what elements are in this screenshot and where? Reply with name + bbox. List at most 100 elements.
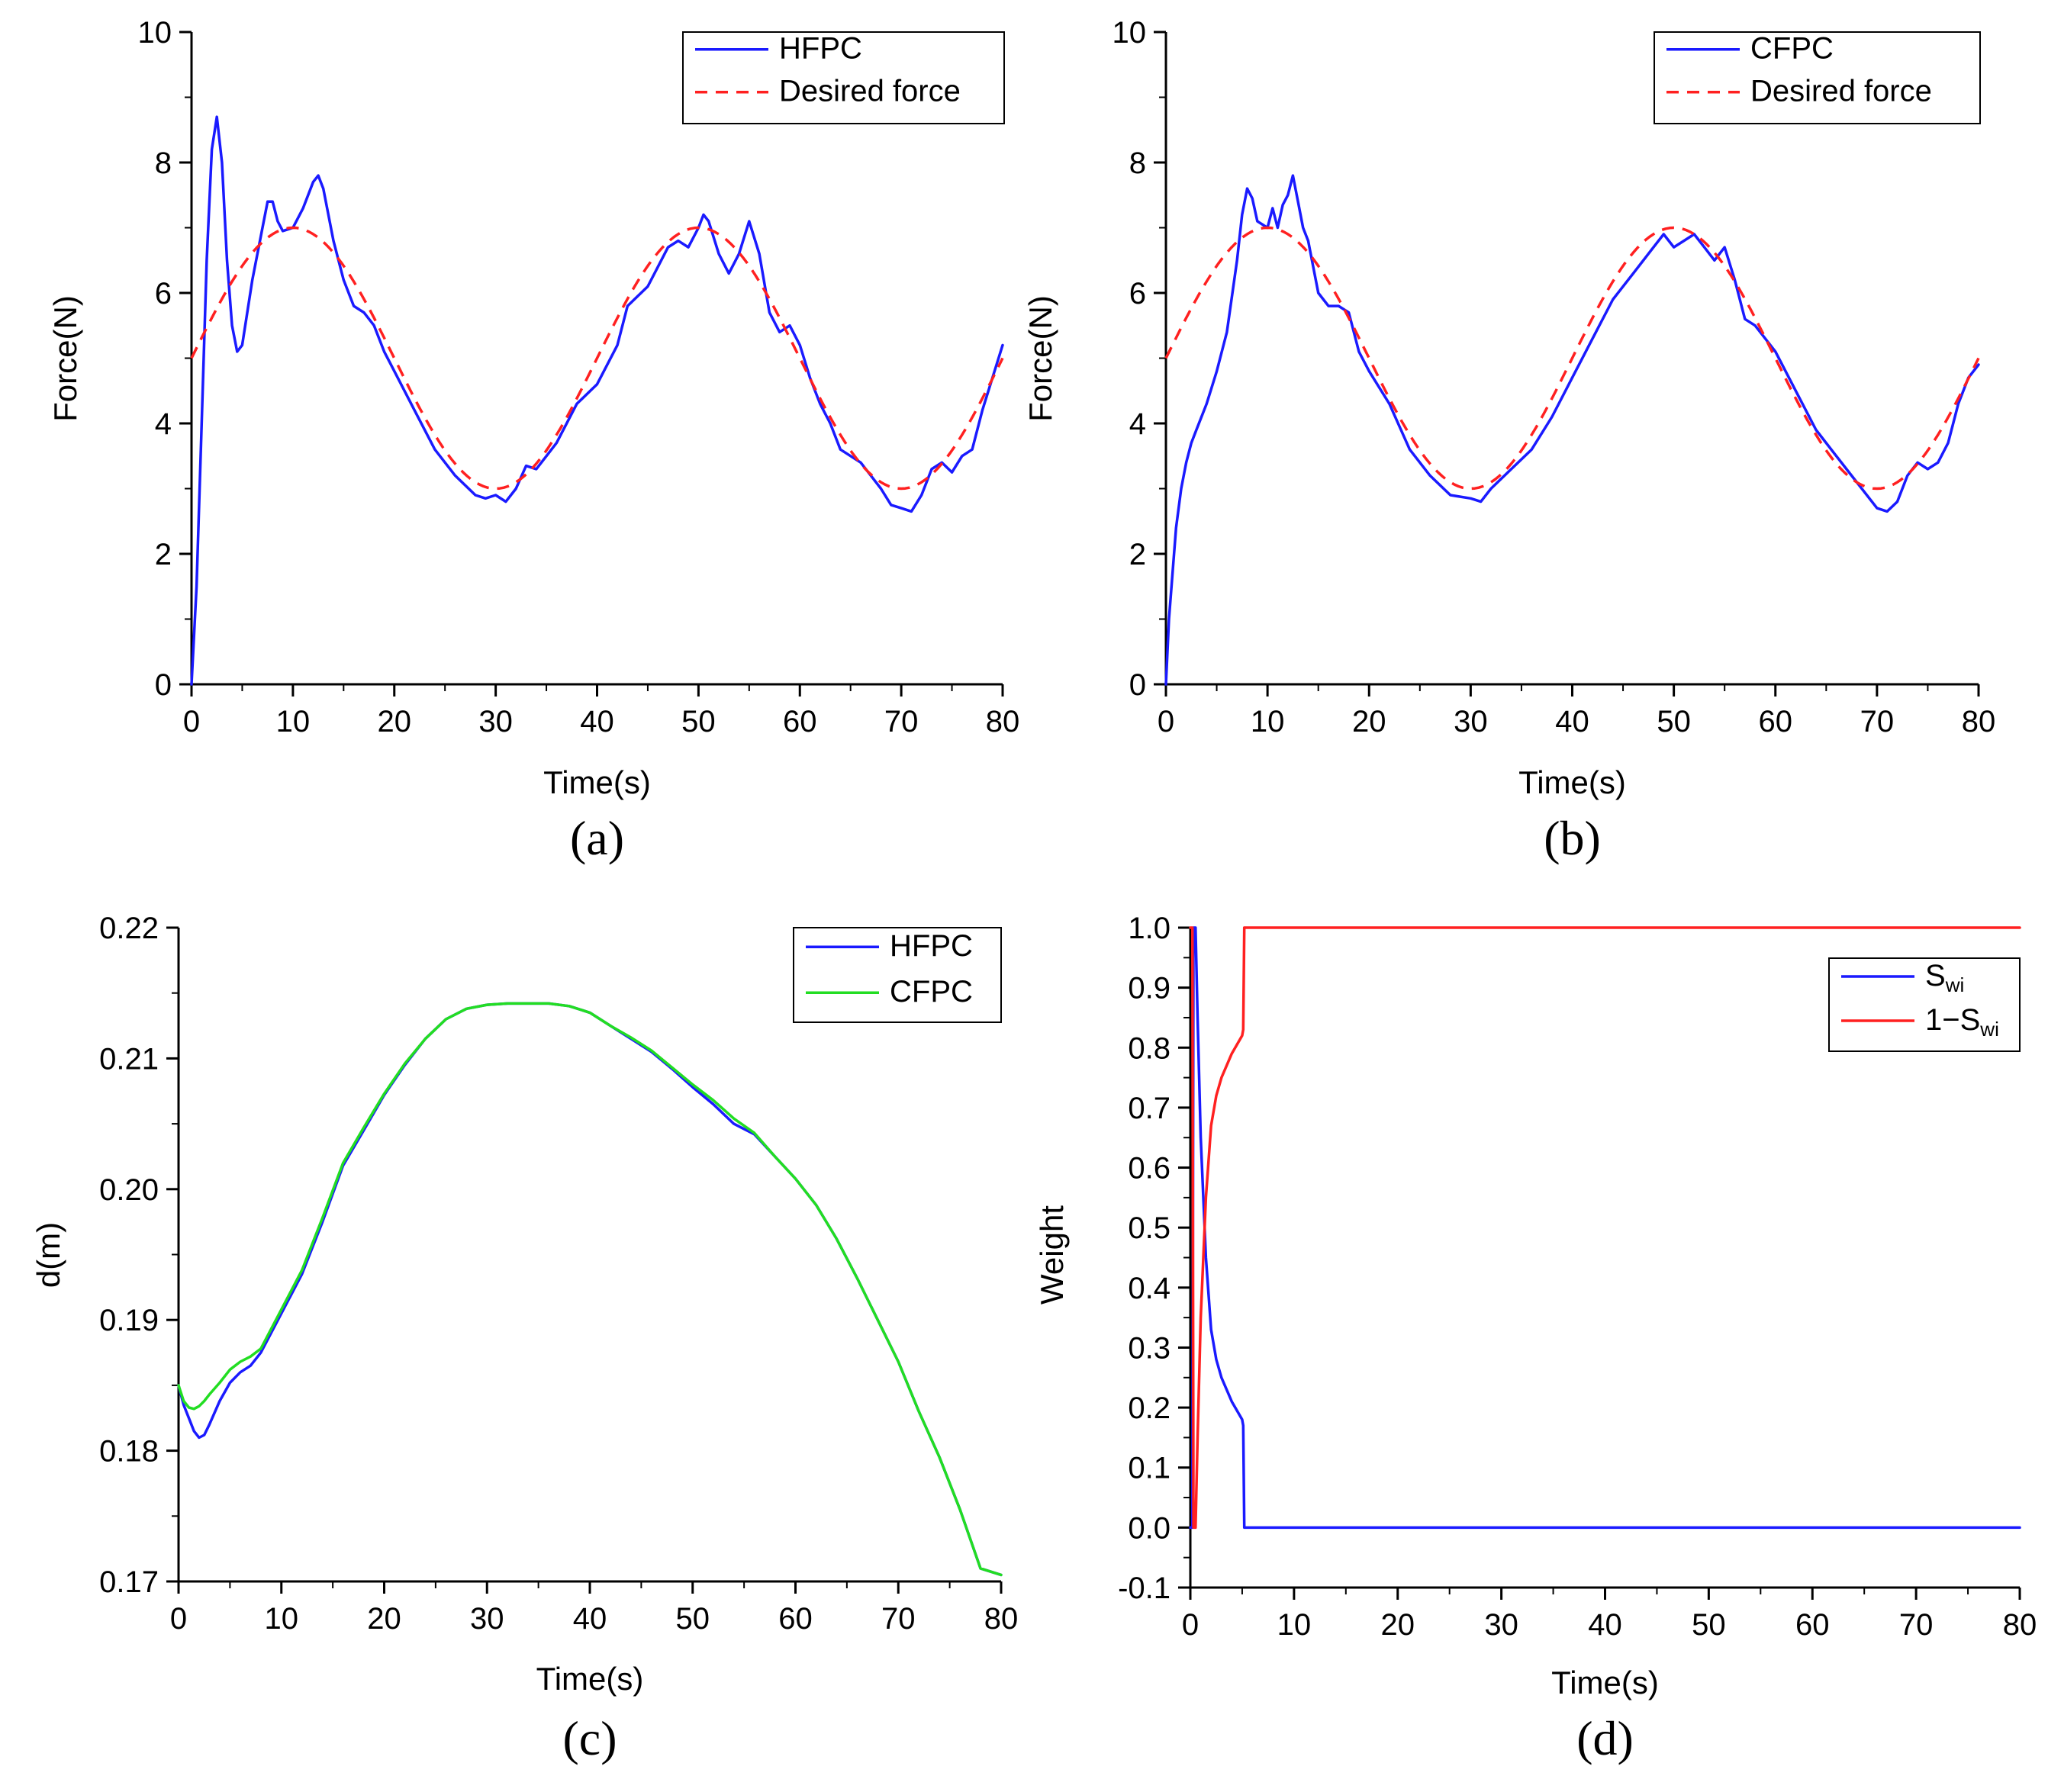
y-tick-label: 0.22 [99,912,159,945]
legend-label: CFPC [1750,32,1834,66]
y-tick-label: 0.3 [1128,1331,1171,1365]
panel-c: 0 10 20 30 40 50 60 70 80 0.17 0.18 0.19 0.20 0.21 0.2… [31,912,1018,1765]
legend-label: 1−Swi [1925,1003,1999,1041]
x-axis-title: Time(s) [1518,764,1626,800]
y-tick-label: 0.17 [99,1565,159,1599]
x-tick-label: 40 [1555,705,1589,738]
y-axis-title: Weight [1034,1205,1070,1305]
x-tick-label: 0 [1182,1608,1199,1642]
legend-label: HFPC [890,929,973,963]
x-tick-label: 0 [170,1602,187,1636]
series-line-cfpc [1164,174,1980,686]
x-tick-label: 10 [1277,1608,1312,1642]
y-tick-label: 0.0 [1128,1511,1171,1545]
y-axis-title: d(m) [31,1222,66,1288]
x-tick-label: 30 [1454,705,1488,738]
x-tick-label: 70 [881,1602,916,1636]
series-line-cfpc [177,1002,1003,1577]
x-tick-label: 60 [1759,705,1793,738]
x-tick-label: 80 [2003,1608,2037,1642]
x-tick-label: 10 [1251,705,1285,738]
y-tick-label: 8 [1129,146,1146,180]
y-tick-label: 1.0 [1128,912,1171,945]
panel-caption: (d) [1576,1711,1634,1765]
x-tick-label: 70 [1860,705,1895,738]
legend-label: Desired force [1750,75,1932,108]
x-axis-title: Time(s) [536,1661,644,1697]
x-tick-label: 10 [265,1602,299,1636]
y-tick-label: 0.4 [1128,1272,1171,1305]
y-tick-label: 8 [155,146,172,180]
x-tick-label: 20 [378,705,412,738]
x-axis-title: Time(s) [1551,1665,1659,1700]
y-tick-label: 0.19 [99,1304,159,1337]
x-tick-label: 80 [984,1602,1019,1636]
y-tick-label: 0.6 [1128,1152,1171,1186]
x-tick-label: 40 [580,705,614,738]
y-tick-label: 0.7 [1128,1092,1171,1125]
y-tick-label: 10 [138,16,172,50]
x-tick-label: 0 [1158,705,1174,738]
x-tick-label: 50 [681,705,716,738]
y-tick-label: -0.1 [1118,1572,1171,1605]
legend-label: HFPC [779,32,862,66]
legend-box [1828,957,2021,1052]
y-tick-label: 2 [1129,538,1146,571]
x-tick-label: 40 [1588,1608,1622,1642]
x-tick-label: 80 [986,705,1020,738]
panel-caption: (a) [570,811,624,865]
x-tick-label: 50 [1692,1608,1726,1642]
y-tick-label: 6 [1129,277,1146,310]
x-tick-label: 80 [1962,705,1996,738]
x-tick-label: 70 [884,705,919,738]
x-tick-label: 60 [778,1602,813,1636]
series-line-desired-force [190,226,1004,491]
x-tick-label: 50 [676,1602,710,1636]
y-tick-label: 4 [1129,407,1146,441]
legend-label: CFPC [890,975,973,1009]
x-tick-label: 70 [1899,1608,1934,1642]
series-line-desired-force [1164,226,1980,491]
y-tick-label: 6 [155,277,172,310]
x-axis-title: Time(s) [543,764,651,800]
x-tick-label: 20 [367,1602,401,1636]
y-tick-label: 0.1 [1128,1452,1171,1485]
y-axis-title: Force(N) [47,295,83,422]
panel-a: 0 10 20 30 40 50 60 70 80 0 2 4 6 8 10 Time(s) Force(N) (… [47,16,1019,865]
series-line-swi [1189,926,2021,1530]
y-tick-label: 4 [155,407,172,441]
y-tick-label: 0 [155,668,172,702]
legend-label: Swi [1925,959,1964,996]
y-tick-label: 10 [1113,16,1147,50]
x-tick-label: 60 [1795,1608,1830,1642]
x-tick-label: 0 [183,705,200,738]
legend-box [793,927,1002,1023]
x-tick-label: 30 [478,705,513,738]
x-tick-label: 30 [1484,1608,1518,1642]
x-tick-label: 60 [783,705,817,738]
panel-caption: (b) [1544,811,1601,865]
legend-box [682,31,1005,124]
panel-b: 0 10 20 30 40 50 60 70 80 0 2 4 6 8 10 Time(s) Force(N) (… [1022,16,1995,865]
y-tick-label: 0.21 [99,1042,159,1076]
panel-caption: (c) [562,1711,617,1765]
x-tick-label: 30 [470,1602,504,1636]
y-tick-label: 0.5 [1128,1211,1171,1245]
y-tick-label: 0.8 [1128,1031,1171,1065]
x-tick-label: 20 [1352,705,1386,738]
y-axis-title: Force(N) [1022,295,1058,422]
y-tick-label: 0.2 [1128,1391,1171,1425]
series-line-hfpc [190,115,1004,686]
y-tick-label: 0.9 [1128,972,1171,1005]
y-tick-label: 0.18 [99,1435,159,1469]
series-line-1-swi [1189,926,2021,1530]
x-tick-label: 20 [1381,1608,1415,1642]
y-tick-label: 2 [155,538,172,571]
x-tick-label: 10 [276,705,311,738]
series-line-hfpc [177,1002,1003,1577]
y-tick-label: 0.20 [99,1173,159,1207]
x-tick-label: 40 [573,1602,607,1636]
y-tick-label: 0 [1129,668,1146,702]
legend-label: Desired force [779,75,961,108]
